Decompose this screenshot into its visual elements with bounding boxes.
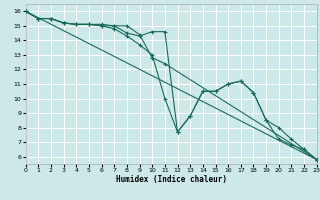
X-axis label: Humidex (Indice chaleur): Humidex (Indice chaleur)	[116, 175, 227, 184]
